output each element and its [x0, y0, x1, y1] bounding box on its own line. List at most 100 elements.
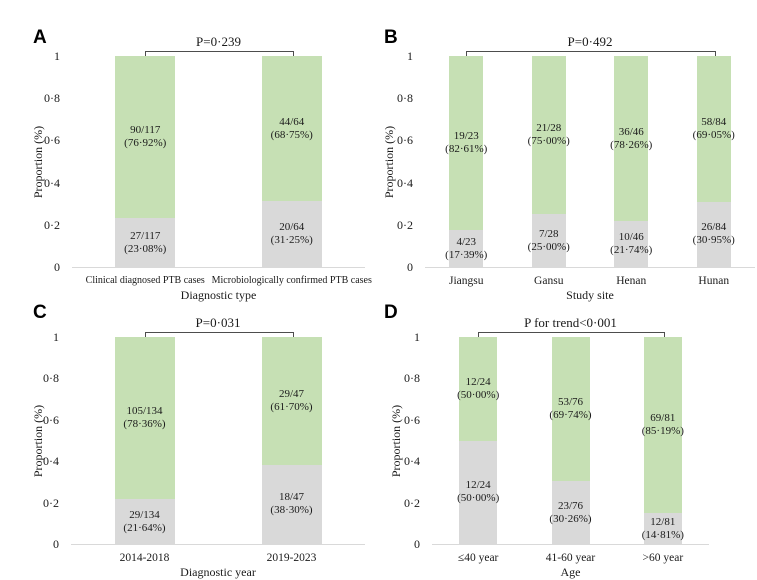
panel-b-bar-segment-gray [449, 230, 484, 267]
panel-a-y-tick-label: 0·6 [44, 133, 60, 148]
segment-percent-label: (23·08%) [124, 242, 167, 255]
panel-d-bar-segment-gray [459, 440, 498, 544]
segment-count-label: 36/46 [618, 125, 644, 138]
segment-count-label: 29/134 [129, 508, 160, 521]
panel-b-bar-segment-green [531, 56, 566, 215]
segment-count-label: 21/28 [536, 122, 562, 135]
panel-d-bar-segment-green [643, 337, 682, 514]
segment-percent-label: (78·26%) [610, 138, 653, 151]
panel-b-bar-segment-gray [614, 221, 649, 267]
panel-c-y-tick-label: 0·6 [43, 412, 59, 427]
panel-d-bar-segment-green [459, 337, 498, 441]
segment-percent-label: (38·30%) [270, 504, 313, 517]
panel-b-bar-segment-green [449, 56, 484, 231]
panel-d-comparison-bracket [478, 332, 665, 338]
panel-d-y-tick-label: 1 [414, 330, 420, 344]
panel-b-bar-segment-green [614, 56, 649, 222]
panel-b-y-tick-label: 0·6 [397, 133, 413, 148]
segment-label: 10/46 (21·74%) [610, 231, 652, 257]
panel-b-p-value-label: P=0·492 [567, 34, 613, 49]
panel-a-bar-segment-gray [115, 218, 176, 267]
segment-percent-label: (21·74%) [610, 244, 653, 257]
panel-a-y-tick-label: 0 [54, 260, 60, 274]
panel-c-p-value-label: P=0·031 [195, 315, 241, 330]
segment-count-label: 105/134 [126, 405, 163, 418]
panel-d-x-axis-baseline [432, 544, 709, 545]
segment-percent-label: (14·81%) [641, 528, 684, 541]
segment-count-label: 29/47 [278, 387, 305, 400]
segment-count-label: 12/81 [650, 515, 676, 528]
panel-b-bar-segment-green [696, 56, 731, 202]
panel-c-bar-segment-green [114, 337, 175, 500]
panel-a-x-axis-title: Diagnostic type [180, 288, 257, 302]
segment-label: 4/23 (17·39%) [445, 236, 487, 262]
segment-label: 69/81 (85·19%) [642, 412, 684, 438]
panel-b-y-tick-label: 0·8 [397, 91, 413, 106]
panel-d-letter: D [384, 302, 398, 323]
segment-label: 12/24 (50·00%) [457, 376, 499, 402]
segment-count-label: 7/28 [538, 227, 559, 240]
segment-label: 58/84 (69·05%) [693, 116, 735, 142]
segment-count-label: 53/76 [557, 396, 584, 409]
segment-count-label: 12/24 [465, 375, 491, 388]
panel-d-bar-segment-gray [551, 481, 590, 544]
panel-a-y-tick-label: 0·8 [44, 91, 60, 106]
segment-count-label: 27/117 [130, 229, 161, 242]
panel-b-x-axis-baseline [425, 267, 755, 268]
panel-d-p-value-label: P for trend<0·001 [524, 315, 617, 330]
panel-b-comparison-bracket [466, 51, 716, 57]
segment-count-label: 90/117 [130, 124, 161, 137]
panel-d-x-axis-title: Age [560, 565, 581, 579]
segment-count-label: 26/84 [701, 221, 727, 234]
segment-count-label: 44/64 [279, 115, 305, 128]
panel-b-bar-segment-gray [696, 201, 731, 267]
panel-b-y-tick-label: 0·2 [397, 217, 413, 232]
panel-b-x-category-label: Jiangsu [449, 275, 484, 287]
segment-label: 90/117 (76·92%) [124, 124, 166, 150]
panel-a-x-category-label: Microbiologically confirmed PTB cases [211, 275, 372, 286]
panel-c-bar-segment-gray [261, 464, 322, 544]
segment-percent-label: (25·00%) [527, 240, 570, 253]
segment-percent-label: (68·75%) [270, 128, 313, 141]
panel-c-y-tick-label: 1 [53, 330, 59, 344]
panel-a-y-tick-label: 0·2 [44, 217, 60, 232]
panel-c-bar-segment-green [261, 337, 322, 465]
panel-d-x-category-label: 41-60 year [545, 552, 596, 564]
panel-c-y-tick-label: 0·4 [43, 454, 59, 469]
panel-c-bar-segment-gray [114, 499, 175, 544]
segment-percent-label: (50·00%) [457, 388, 500, 401]
segment-label: 27/117 (23·08%) [124, 230, 166, 256]
segment-label: 20/64 (31·25%) [271, 221, 313, 247]
segment-percent-label: (61·70%) [270, 400, 313, 413]
panel-a-letter: A [33, 27, 47, 48]
panel-b-bar-segment-gray [531, 214, 566, 267]
segment-percent-label: (17·39%) [445, 248, 488, 261]
segment-count-label: 4/23 [456, 235, 477, 248]
panel-d-y-tick-label: 0·6 [404, 412, 420, 427]
panel-d-y-tick-label: 0 [414, 537, 420, 551]
panel-b-x-axis-title: Study site [566, 288, 614, 302]
panel-a-y-tick-label: 0·4 [44, 175, 60, 190]
panel-c-y-tick-label: 0·2 [43, 495, 59, 510]
segment-percent-label: (69·05%) [692, 128, 735, 141]
segment-label: 29/47 (61·70%) [270, 388, 312, 414]
segment-percent-label: (31·25%) [270, 234, 313, 247]
panel-a-y-tick-label: 1 [54, 49, 60, 63]
segment-count-label: 10/46 [618, 231, 644, 244]
panel-c-x-category-label: 2019-2023 [266, 552, 317, 564]
segment-label: 12/24 (50·00%) [457, 479, 499, 505]
segment-label: 21/28 (75·00%) [528, 122, 570, 148]
panel-a-bar-segment-green [115, 56, 176, 219]
panel-a-comparison-bracket [145, 51, 294, 57]
segment-label: 26/84 (30·95%) [693, 221, 735, 247]
segment-count-label: 12/24 [465, 479, 491, 492]
segment-label: 53/76 (69·74%) [549, 396, 591, 422]
segment-label: 36/46 (78·26%) [610, 126, 652, 152]
panel-d-y-tick-label: 0·2 [404, 495, 420, 510]
panel-b-letter: B [384, 27, 398, 48]
panel-b-y-tick-label: 0 [407, 260, 413, 274]
panel-c-letter: C [33, 302, 47, 323]
panel-c-y-tick-label: 0·8 [43, 371, 59, 386]
segment-label: 44/64 (68·75%) [271, 116, 313, 142]
